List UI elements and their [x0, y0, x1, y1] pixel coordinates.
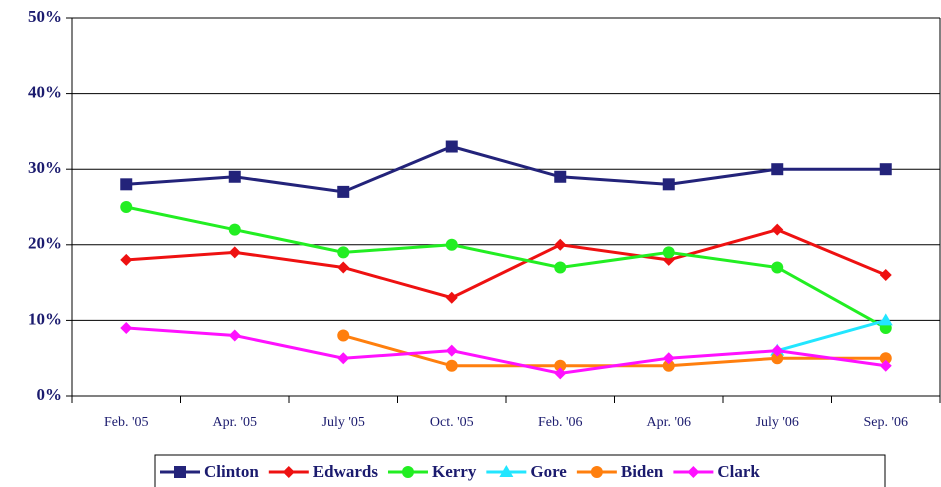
series-line	[126, 228, 887, 300]
legend-label: Kerry	[432, 462, 477, 481]
series-line	[126, 144, 886, 194]
x-tick-label: Apr. '05	[212, 415, 257, 430]
marker	[282, 466, 295, 478]
x-tick-label: Sep. '06	[863, 415, 908, 430]
marker	[771, 261, 784, 274]
x-tick-label: Apr. '06	[646, 415, 691, 430]
marker	[878, 313, 893, 326]
y-tick-label: 50%	[28, 7, 62, 26]
marker	[120, 201, 133, 213]
marker	[879, 359, 892, 372]
marker	[120, 321, 133, 334]
y-tick-label: 40%	[28, 83, 62, 102]
marker	[771, 344, 784, 357]
legend-label: Edwards	[313, 462, 379, 481]
marker	[445, 238, 458, 251]
marker	[554, 359, 567, 372]
marker	[662, 352, 675, 365]
y-tick-label: 20%	[28, 234, 62, 253]
series-line	[126, 326, 886, 375]
marker	[662, 178, 675, 191]
marker	[445, 291, 458, 304]
marker	[771, 352, 784, 365]
legend-label: Biden	[621, 462, 664, 481]
x-tick-label: July '06	[756, 415, 799, 430]
marker	[662, 246, 675, 259]
marker	[590, 466, 603, 478]
legend-label: Clinton	[204, 462, 259, 481]
legend-label: Gore	[530, 462, 567, 481]
marker	[337, 185, 350, 198]
marker	[879, 163, 892, 176]
marker	[879, 352, 892, 365]
series-line	[125, 205, 887, 330]
marker	[228, 329, 241, 342]
x-tick-label: Oct. '05	[430, 415, 474, 430]
marker	[228, 223, 241, 236]
x-tick-label: Feb. '05	[104, 415, 149, 430]
marker	[554, 238, 567, 251]
legend: Clinton Edwards Kerry Gore Biden Clark	[154, 454, 886, 487]
marker	[174, 466, 186, 478]
marker	[554, 261, 567, 274]
marker	[554, 367, 567, 380]
y-tick-label: 30%	[28, 158, 62, 177]
marker	[687, 466, 700, 478]
marker	[662, 359, 675, 372]
y-tick-label: 0%	[37, 385, 63, 404]
marker	[771, 163, 784, 176]
marker	[401, 466, 414, 478]
x-tick-label: Feb. '06	[538, 415, 583, 430]
marker	[554, 170, 567, 183]
marker	[499, 465, 514, 477]
marker	[445, 140, 458, 153]
marker	[337, 352, 350, 365]
series-line	[776, 318, 887, 353]
marker	[445, 344, 458, 357]
marker	[771, 223, 784, 236]
marker	[120, 178, 133, 191]
marker	[120, 253, 133, 266]
series-line	[342, 334, 886, 368]
marker	[337, 329, 350, 342]
marker	[445, 359, 458, 372]
x-tick-label: July '05	[322, 415, 365, 430]
marker	[337, 246, 350, 259]
marker	[228, 170, 241, 183]
marker	[337, 261, 350, 274]
marker	[879, 269, 892, 282]
legend-label: Clark	[717, 462, 760, 481]
y-tick-label: 10%	[28, 309, 62, 328]
marker	[228, 246, 241, 259]
